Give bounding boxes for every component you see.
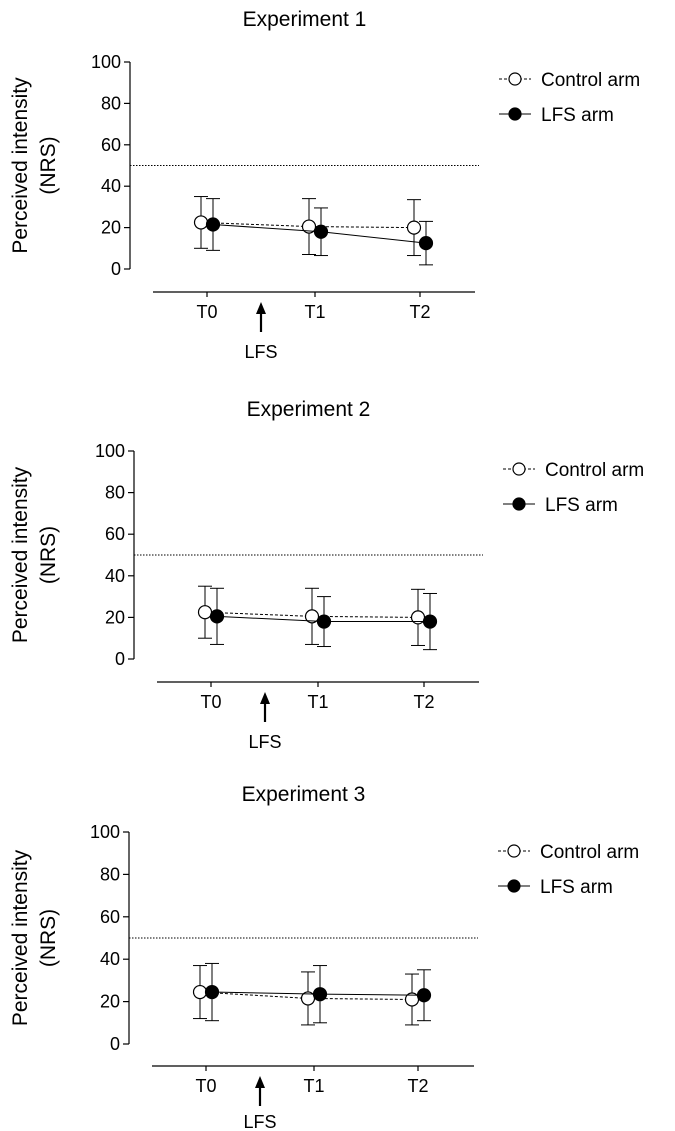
y-tick-label: 80 [101, 93, 121, 113]
data-point-lfs [313, 224, 329, 239]
y-tick-label: 40 [101, 176, 121, 196]
data-point-lfs [312, 987, 328, 1002]
data-point-lfs [209, 609, 225, 624]
data-point-lfs [204, 984, 220, 1000]
legend-label: Control arm [545, 460, 644, 481]
y-tick-label: 100 [90, 822, 120, 842]
chart-panel-1: Experiment 1 Perceived intensity (NRS) 0 20 4… [9, 8, 640, 362]
y-axis-label-unit: (NRS) [37, 909, 60, 967]
lfs-arrow-head [255, 1076, 265, 1088]
series-line-control [200, 221, 415, 229]
y-tick-label: 0 [111, 259, 121, 279]
series-line-control [199, 991, 413, 1000]
legend-label: LFS arm [541, 105, 614, 126]
data-point-control [193, 215, 209, 230]
legend-marker [507, 844, 521, 858]
y-tick-label: 100 [95, 441, 125, 461]
y-tick-label: 80 [100, 864, 120, 884]
y-tick-label: 0 [115, 649, 125, 669]
y-axis-label: Perceived intensity [9, 77, 32, 254]
legend-marker [512, 462, 526, 476]
x-tick-label: T1 [303, 1076, 324, 1096]
data-point-control [192, 984, 208, 1000]
x-tick-label: T1 [307, 692, 328, 712]
x-tick-label: T2 [407, 1076, 428, 1096]
chart-title: Experiment 1 [243, 8, 367, 31]
legend-label: Control arm [541, 70, 640, 91]
y-tick-label: 40 [100, 949, 120, 969]
x-tick-label: T1 [304, 302, 325, 322]
lfs-arrow-label: LFS [244, 342, 277, 362]
legend-marker [508, 107, 522, 121]
x-tick-label: T0 [200, 692, 221, 712]
chart-panel-3: Experiment 3 Perceived intensity (NRS) 0 20 4… [9, 783, 639, 1131]
y-axis-label-unit: (NRS) [37, 136, 60, 194]
data-point-control [301, 219, 317, 234]
y-tick-label: 100 [91, 52, 121, 72]
x-tick-label: T0 [196, 302, 217, 322]
legend-marker [512, 497, 526, 511]
legend-marker [508, 72, 522, 86]
data-point-lfs [416, 988, 432, 1003]
lfs-arrow-head [260, 692, 270, 704]
data-point-lfs [205, 217, 221, 232]
y-axis-label: Perceived intensity [9, 466, 32, 643]
legend-label: LFS arm [545, 495, 618, 516]
data-point-lfs [422, 614, 438, 629]
x-tick-label: T0 [195, 1076, 216, 1096]
y-tick-label: 0 [110, 1034, 120, 1054]
data-point-control [304, 609, 320, 624]
y-tick-label: 20 [100, 992, 120, 1012]
data-point-control [197, 605, 213, 620]
legend-label: LFS arm [540, 877, 613, 898]
x-tick-label: T2 [409, 302, 430, 322]
data-point-control [406, 220, 422, 235]
y-axis-label-unit: (NRS) [37, 526, 60, 584]
lfs-arrow-label: LFS [243, 1112, 276, 1131]
y-tick-label: 60 [101, 135, 121, 155]
lfs-arrow-label: LFS [248, 732, 281, 752]
legend-marker [507, 879, 521, 893]
chart-panel-2: Experiment 2 Perceived intensity (NRS) 0 20 4… [9, 398, 644, 752]
chart-title: Experiment 2 [247, 398, 371, 421]
y-tick-label: 80 [105, 483, 125, 503]
data-point-lfs [316, 614, 332, 629]
x-tick-label: T2 [413, 692, 434, 712]
y-tick-label: 20 [101, 218, 121, 238]
y-tick-label: 20 [105, 607, 125, 627]
chart-title: Experiment 3 [242, 783, 366, 806]
lfs-arrow-head [256, 302, 266, 314]
y-tick-label: 60 [100, 907, 120, 927]
legend-label: Control arm [540, 842, 639, 863]
y-tick-label: 40 [105, 566, 125, 586]
y-tick-label: 60 [105, 524, 125, 544]
y-axis-label: Perceived intensity [9, 849, 32, 1026]
data-point-lfs [418, 236, 434, 251]
